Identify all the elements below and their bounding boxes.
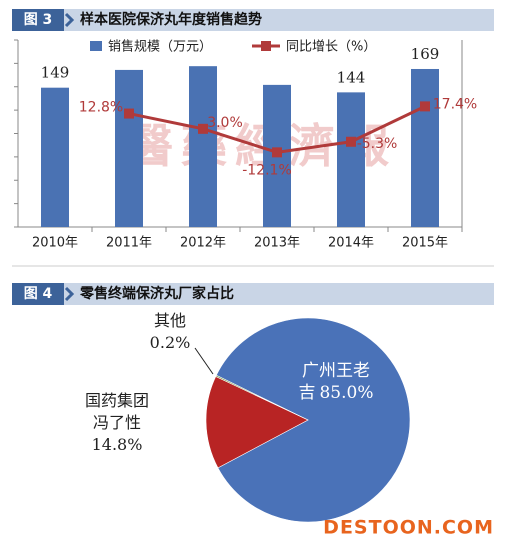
category-label: 国药集团冯了性 bbox=[84, 391, 149, 432]
data-label: 17.4% bbox=[433, 96, 477, 112]
data-label: 169 bbox=[411, 45, 440, 63]
bar bbox=[41, 87, 69, 227]
data-label: 3.0% bbox=[207, 115, 243, 131]
line-marker bbox=[420, 101, 430, 112]
figure-label: 图 3 bbox=[24, 12, 53, 28]
pie-label: 国药集团冯了性 14.8% bbox=[82, 390, 152, 456]
line-marker bbox=[346, 136, 356, 147]
data-label: 144 bbox=[337, 68, 366, 86]
x-tick-label: 2012年 bbox=[180, 236, 226, 251]
value-label: 14.8% bbox=[91, 435, 143, 454]
line-marker bbox=[198, 123, 208, 134]
legend-label: 销售规模（万元） bbox=[108, 39, 212, 55]
pie-slice bbox=[205, 376, 309, 469]
bar bbox=[189, 66, 217, 228]
line-marker bbox=[272, 147, 282, 158]
data-label: 12.8% bbox=[79, 100, 123, 116]
chart-title: 样本医院保济丸年度销售趋势 bbox=[80, 11, 262, 28]
line-marker bbox=[124, 108, 134, 119]
value-label: 0.2% bbox=[149, 333, 191, 352]
bar bbox=[337, 92, 365, 227]
category-label: 广州王老吉 bbox=[298, 361, 370, 403]
pie-label: 其他 0.2% bbox=[140, 310, 200, 354]
legend-swatch bbox=[261, 41, 271, 51]
header-bar bbox=[12, 9, 494, 31]
x-tick-label: 2014年 bbox=[328, 236, 374, 251]
data-label: -12.1% bbox=[242, 162, 292, 178]
x-tick-label: 2015年 bbox=[402, 236, 448, 251]
x-tick-label: 2010年 bbox=[32, 236, 78, 251]
figure-label: 图 4 bbox=[24, 286, 53, 302]
chart-title: 零售终端保济丸厂家占比 bbox=[79, 285, 234, 302]
x-tick-label: 2011年 bbox=[106, 236, 152, 251]
header-arrow bbox=[64, 286, 75, 302]
pie-label: 广州王老吉 85.0% bbox=[297, 360, 375, 404]
category-label: 其他 bbox=[153, 311, 186, 330]
legend-swatch bbox=[90, 41, 102, 51]
bar bbox=[115, 69, 143, 227]
legend-label: 同比增长（%） bbox=[286, 40, 376, 55]
header-tag bbox=[12, 9, 64, 31]
pie-slice bbox=[215, 374, 309, 421]
x-tick-label: 2013年 bbox=[254, 236, 300, 251]
header-tag bbox=[12, 283, 64, 305]
value-label: 85.0% bbox=[319, 383, 374, 403]
pie-slice bbox=[215, 317, 411, 523]
bar bbox=[411, 68, 439, 227]
leader-line bbox=[194, 347, 214, 375]
header-bar bbox=[12, 283, 494, 305]
header-arrow bbox=[64, 12, 75, 28]
data-label: 149 bbox=[41, 64, 70, 82]
footer: DESTOON.COM bbox=[323, 517, 494, 539]
data-label: -5.3% bbox=[357, 136, 398, 152]
